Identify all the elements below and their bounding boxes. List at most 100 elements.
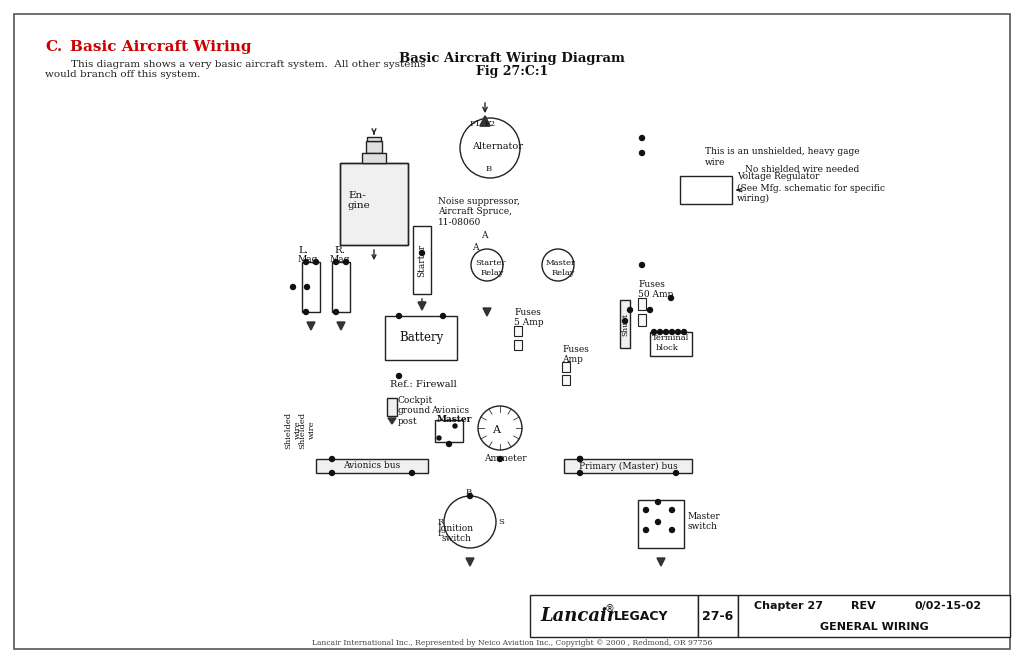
Polygon shape <box>483 308 490 316</box>
Text: L.: L. <box>298 246 308 255</box>
Text: No shielded wire needed: No shielded wire needed <box>745 165 859 174</box>
Bar <box>738 595 1010 637</box>
Text: A: A <box>481 231 487 240</box>
Text: Terminal: Terminal <box>652 334 689 342</box>
Circle shape <box>471 249 503 281</box>
Text: Lancair: Lancair <box>540 607 616 625</box>
Circle shape <box>640 151 644 156</box>
Bar <box>562 362 570 372</box>
Text: F1: F1 <box>470 120 481 128</box>
Text: Fuses
5 Amp: Fuses 5 Amp <box>514 308 544 328</box>
Circle shape <box>313 259 318 265</box>
Circle shape <box>640 135 644 141</box>
Bar <box>302 262 319 312</box>
Text: ®: ® <box>605 604 614 614</box>
Bar <box>638 298 646 310</box>
Text: S: S <box>498 518 504 526</box>
Text: Starter: Starter <box>475 259 506 267</box>
Circle shape <box>330 457 335 461</box>
Circle shape <box>542 249 574 281</box>
Text: Relay: Relay <box>481 269 505 277</box>
Text: wiring): wiring) <box>737 194 770 203</box>
Bar <box>530 595 698 637</box>
Text: Lancair International Inc., Represented by Neico Aviation Inc., Copyright © 2000: Lancair International Inc., Represented … <box>312 639 712 647</box>
Bar <box>387 398 397 416</box>
Circle shape <box>578 457 583 461</box>
Text: Ammeter: Ammeter <box>484 454 526 463</box>
Text: Basic Aircraft Wiring Diagram: Basic Aircraft Wiring Diagram <box>399 52 625 65</box>
Circle shape <box>303 259 308 265</box>
Bar <box>340 163 408 245</box>
Circle shape <box>651 330 656 335</box>
Text: Noise suppressor,
Aircraft Spruce,
11-08060: Noise suppressor, Aircraft Spruce, 11-08… <box>438 197 520 227</box>
Circle shape <box>682 330 686 335</box>
Bar <box>362 153 386 163</box>
Text: Primary (Master) bus: Primary (Master) bus <box>579 461 677 471</box>
Text: Shielded
wire: Shielded wire <box>298 412 315 449</box>
Text: Fuses
Amp: Fuses Amp <box>562 345 589 365</box>
Text: A: A <box>472 243 478 252</box>
Text: Mag: Mag <box>330 255 350 264</box>
Text: Avionics: Avionics <box>431 406 469 415</box>
Bar <box>385 316 457 360</box>
Bar <box>650 332 692 356</box>
Circle shape <box>440 314 445 318</box>
Text: Chapter 27: Chapter 27 <box>754 601 822 611</box>
Text: R.: R. <box>334 246 345 255</box>
Bar <box>435 420 463 442</box>
Bar <box>564 459 692 473</box>
Circle shape <box>396 373 401 379</box>
Bar <box>340 163 408 245</box>
Text: wire: wire <box>705 158 725 167</box>
Text: This diagram shows a very basic aircraft system.  All other systems
would branch: This diagram shows a very basic aircraft… <box>45 60 426 80</box>
Bar <box>620 300 630 348</box>
Polygon shape <box>307 322 315 330</box>
Bar <box>413 226 431 294</box>
Circle shape <box>643 507 648 512</box>
Text: Basic Aircraft Wiring: Basic Aircraft Wiring <box>70 40 252 54</box>
Circle shape <box>670 330 675 335</box>
Text: R: R <box>438 518 444 526</box>
Text: L: L <box>438 530 443 538</box>
Circle shape <box>578 457 583 461</box>
Text: 0/02-15-02: 0/02-15-02 <box>914 601 982 611</box>
Text: Alternator: Alternator <box>472 142 523 151</box>
Circle shape <box>628 308 633 312</box>
Text: Battery: Battery <box>399 332 443 345</box>
Text: Shunt: Shunt <box>621 312 629 335</box>
Circle shape <box>334 310 339 314</box>
Text: Fuses
50 Amp: Fuses 50 Amp <box>638 280 674 300</box>
Text: Shielded
wire: Shielded wire <box>285 412 302 449</box>
Text: Fig 27:C:1: Fig 27:C:1 <box>476 65 548 78</box>
Circle shape <box>437 436 441 440</box>
Circle shape <box>410 471 415 475</box>
Text: B: B <box>466 488 472 496</box>
Circle shape <box>669 296 674 300</box>
Bar <box>638 500 684 548</box>
Bar <box>514 326 522 336</box>
Circle shape <box>655 499 660 505</box>
Circle shape <box>303 310 308 314</box>
Text: Master: Master <box>546 259 575 267</box>
Circle shape <box>674 471 679 475</box>
Text: Ignition
switch: Ignition switch <box>438 524 474 544</box>
Bar <box>367 137 381 141</box>
Circle shape <box>498 457 503 461</box>
Circle shape <box>460 118 520 178</box>
Text: block: block <box>656 344 679 352</box>
Text: GENERAL WIRING: GENERAL WIRING <box>819 622 929 632</box>
Circle shape <box>655 520 660 524</box>
Circle shape <box>643 528 648 532</box>
Circle shape <box>343 259 348 265</box>
Circle shape <box>420 251 425 255</box>
Text: 27-6: 27-6 <box>702 609 733 623</box>
Circle shape <box>334 259 339 265</box>
Bar <box>316 459 428 473</box>
Bar <box>698 595 738 637</box>
Polygon shape <box>388 418 396 424</box>
Circle shape <box>446 442 452 446</box>
Polygon shape <box>418 302 426 310</box>
Text: En-
gine: En- gine <box>348 191 371 210</box>
Text: This is an unshielded, heavy gage: This is an unshielded, heavy gage <box>705 147 859 156</box>
Text: Master
switch: Master switch <box>688 512 721 532</box>
